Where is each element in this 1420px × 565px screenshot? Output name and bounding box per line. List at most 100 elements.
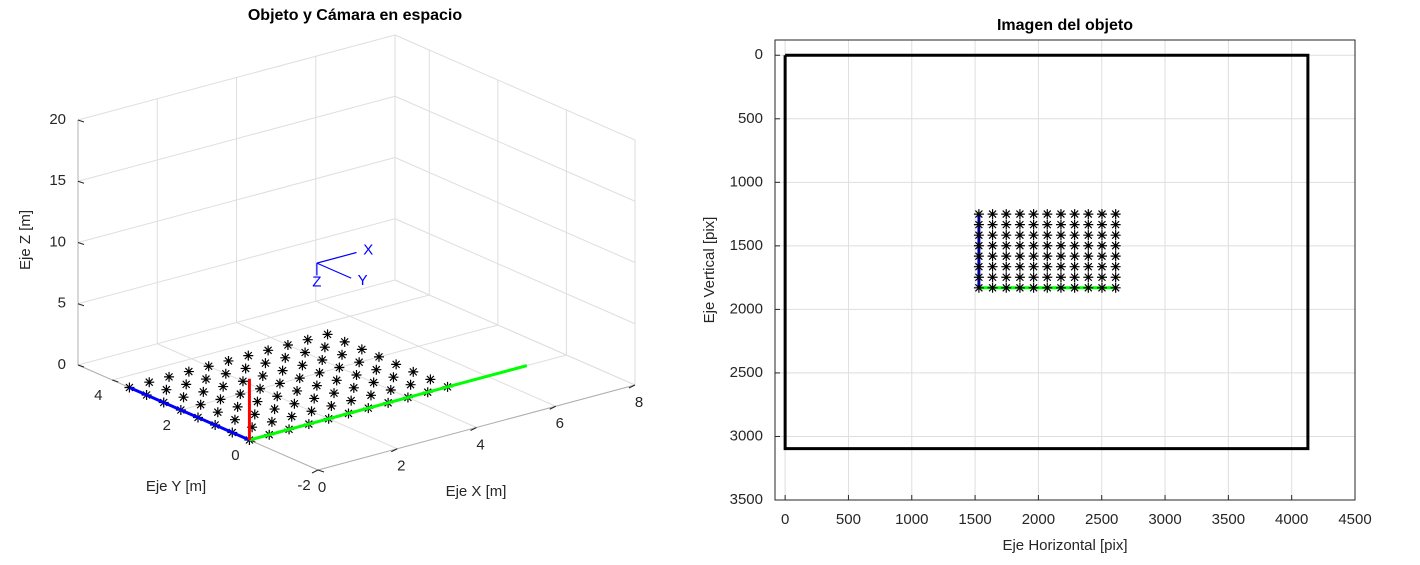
point bbox=[339, 336, 350, 347]
point bbox=[1069, 282, 1080, 293]
grid-line bbox=[77, 157, 396, 243]
point bbox=[237, 376, 248, 387]
x-tick-label: 4000 bbox=[1275, 511, 1308, 528]
point bbox=[368, 377, 379, 388]
point bbox=[1042, 209, 1053, 220]
point bbox=[292, 385, 303, 396]
point bbox=[1014, 251, 1025, 262]
point bbox=[1110, 272, 1121, 283]
grid-line bbox=[394, 95, 636, 202]
line bbox=[783, 53, 1310, 451]
point bbox=[1001, 251, 1012, 262]
point bbox=[1001, 219, 1012, 230]
point bbox=[294, 373, 305, 384]
point bbox=[311, 380, 322, 391]
point bbox=[1110, 240, 1121, 251]
point bbox=[1096, 261, 1107, 272]
point bbox=[1069, 272, 1080, 283]
point bbox=[161, 384, 172, 395]
point bbox=[252, 396, 263, 407]
grid-line bbox=[394, 157, 636, 263]
point bbox=[1055, 251, 1066, 262]
z-tick-label: 20 bbox=[49, 111, 66, 128]
point bbox=[1001, 282, 1012, 293]
tick-mark bbox=[112, 379, 119, 383]
point bbox=[1083, 230, 1094, 241]
camera-axis-label: Z bbox=[312, 273, 321, 290]
point bbox=[215, 394, 226, 405]
point bbox=[329, 388, 340, 399]
point bbox=[272, 391, 283, 402]
point bbox=[218, 381, 229, 392]
point bbox=[181, 379, 192, 390]
point bbox=[987, 219, 998, 230]
grid-line bbox=[394, 34, 636, 141]
point bbox=[371, 364, 382, 375]
x-tick-label: 1500 bbox=[958, 511, 991, 528]
point bbox=[1028, 261, 1039, 272]
point bbox=[257, 370, 268, 381]
plot-area bbox=[775, 40, 1355, 500]
point bbox=[1055, 209, 1066, 220]
camera-axis bbox=[316, 262, 352, 279]
point bbox=[1042, 261, 1053, 272]
point bbox=[1042, 282, 1053, 293]
grid-line bbox=[315, 300, 556, 407]
point bbox=[1028, 219, 1039, 230]
tick-mark bbox=[628, 384, 636, 389]
point bbox=[1001, 272, 1012, 283]
point bbox=[1055, 230, 1066, 241]
point bbox=[385, 385, 396, 395]
point bbox=[1069, 219, 1080, 230]
point bbox=[987, 282, 998, 293]
x-tick-label: 3500 bbox=[1212, 511, 1245, 528]
grid-line bbox=[112, 294, 430, 381]
point bbox=[1014, 230, 1025, 241]
point bbox=[1096, 240, 1107, 251]
grid-line bbox=[394, 218, 636, 325]
point bbox=[1096, 282, 1107, 293]
y-tick-label: 3500 bbox=[730, 491, 763, 508]
z-tick-label: 5 bbox=[58, 295, 66, 312]
axes-box bbox=[774, 39, 1356, 501]
point bbox=[1001, 230, 1012, 241]
point bbox=[1042, 240, 1053, 251]
y-tick-label: 0 bbox=[755, 46, 763, 63]
point bbox=[240, 363, 251, 374]
y-tick-label: 500 bbox=[738, 110, 763, 127]
point bbox=[223, 355, 234, 366]
point bbox=[1083, 240, 1094, 251]
point bbox=[1001, 240, 1012, 251]
y-tick-label: 0 bbox=[231, 447, 239, 464]
point bbox=[255, 383, 266, 394]
point bbox=[144, 377, 155, 388]
point bbox=[1055, 282, 1066, 293]
point bbox=[1110, 251, 1121, 262]
y-axis-label: Eje Vertical [pix] bbox=[701, 217, 718, 324]
y-tick-label: 2000 bbox=[730, 300, 763, 317]
point bbox=[1083, 219, 1094, 230]
point bbox=[973, 240, 984, 251]
point bbox=[1096, 230, 1107, 241]
tick-mark bbox=[317, 469, 325, 473]
point bbox=[408, 366, 419, 377]
point bbox=[388, 372, 399, 383]
point bbox=[1028, 230, 1039, 241]
camera-axis bbox=[316, 251, 357, 264]
tick-mark bbox=[77, 119, 85, 123]
point bbox=[1083, 272, 1094, 283]
point bbox=[203, 361, 214, 372]
point bbox=[1014, 282, 1025, 293]
point bbox=[1014, 272, 1025, 283]
point bbox=[302, 334, 313, 345]
point bbox=[1110, 282, 1121, 293]
camera-axis-label: X bbox=[363, 242, 373, 259]
point bbox=[1028, 251, 1039, 262]
point bbox=[1028, 209, 1039, 220]
z-tick-label: 10 bbox=[49, 233, 66, 250]
point bbox=[356, 344, 367, 355]
tick-mark bbox=[77, 180, 85, 184]
point bbox=[987, 230, 998, 241]
point bbox=[346, 395, 357, 406]
